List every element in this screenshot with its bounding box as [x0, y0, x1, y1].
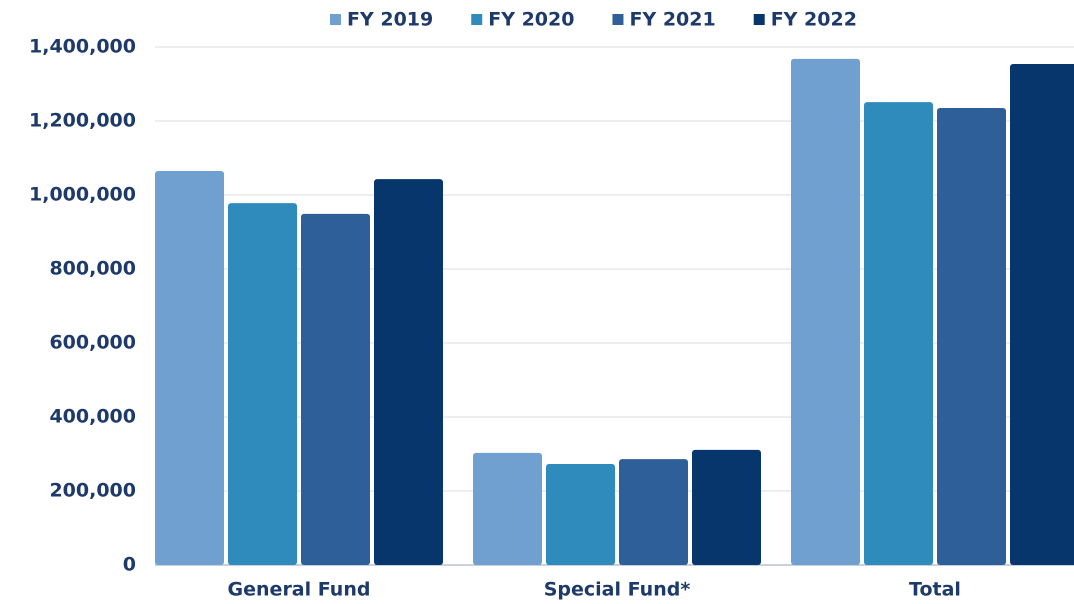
bar [937, 108, 1006, 566]
bar [228, 203, 297, 565]
bar [301, 213, 370, 565]
y-tick-label: 1,400,000 [29, 36, 136, 58]
bar [619, 459, 688, 565]
y-tick-label: 200,000 [49, 480, 136, 502]
x-tick-label: General Fund [228, 579, 371, 601]
bar [374, 179, 443, 565]
bar [473, 452, 542, 565]
legend-swatch [471, 14, 483, 25]
legend-label: FY 2019 [347, 9, 433, 31]
y-tick-label: 1,000,000 [29, 184, 136, 206]
legend-label: FY 2021 [629, 9, 715, 31]
legend-label: FY 2020 [488, 9, 574, 31]
bar [864, 102, 933, 565]
bar [791, 58, 860, 566]
bar [1010, 64, 1074, 565]
legend-swatch [612, 14, 624, 25]
x-tick-label: Total [909, 579, 961, 601]
y-tick-label: 0 [123, 554, 136, 576]
bar [546, 463, 615, 565]
legend-label: FY 2022 [771, 9, 857, 31]
x-tick-label: Special Fund* [544, 579, 691, 601]
y-tick-label: 400,000 [49, 406, 136, 428]
y-tick-label: 800,000 [49, 258, 136, 280]
legend-swatch [330, 14, 341, 25]
bar [155, 170, 224, 565]
y-tick-label: 600,000 [49, 332, 136, 354]
y-tick-label: 1,200,000 [29, 110, 136, 132]
bar [692, 449, 761, 565]
legend-swatch [753, 14, 765, 25]
